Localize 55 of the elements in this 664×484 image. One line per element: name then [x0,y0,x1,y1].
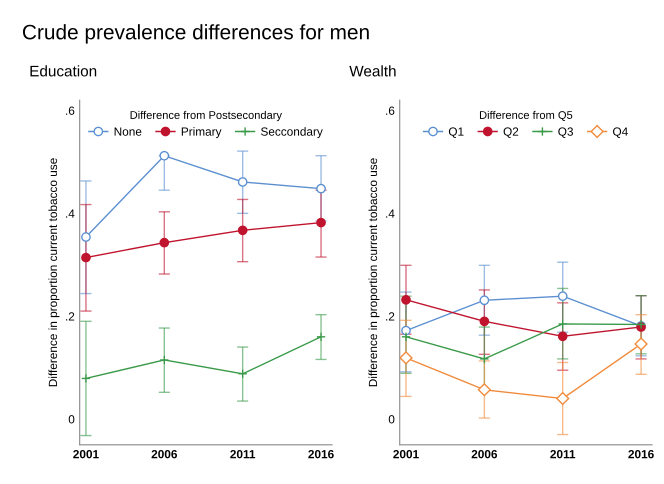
x-tick-label: 2006 [152,450,178,458]
point [81,232,91,242]
x-tick-label: 2011 [230,450,256,458]
x-tick-label: 2006 [472,450,498,458]
point [400,351,413,364]
point [316,332,326,342]
legend-label: Primary [182,127,222,138]
point [159,150,170,161]
y-tick-label: .4 [66,210,74,218]
legend-label: Q4 [613,127,628,138]
y-tick-label: .4 [386,210,395,218]
point [401,294,411,305]
point [558,331,568,342]
y-tick-label: .2 [386,312,394,320]
point [401,332,411,342]
point [238,368,248,379]
legend-label: Q3 [558,127,573,138]
point [479,316,490,326]
point [81,252,91,262]
legend-title: Difference from Q5 [480,110,572,121]
point [238,225,248,236]
point [634,337,648,351]
point [479,295,490,306]
point [159,238,170,248]
text: Crude prevalence differences for men [22,24,369,44]
point [81,374,91,384]
y-tick-label: .6 [386,106,394,115]
y-tick-label: 0 [68,415,74,424]
point [316,218,326,228]
point [316,184,326,194]
x-tick-label: 2001 [393,450,419,458]
point [159,355,170,365]
point [558,319,568,329]
point [238,177,248,187]
point [401,326,411,336]
legend-label: Q1 [448,127,464,138]
chart-title: Education [30,65,96,76]
y-tick-label: 0 [388,415,394,424]
x-tick-label: 2011 [550,450,576,458]
legend-label: None [114,128,142,136]
legend-label: Q2 [504,127,518,138]
y-tick-label: .6 [66,106,74,115]
y-tick-label: .2 [66,312,74,320]
y-axis-title: Difference in proportion current tobacco use [368,158,380,386]
x-tick-label: 2016 [628,450,654,458]
y-axis-title: Difference in proportion current tobacco use [48,158,60,386]
point [478,383,491,396]
legend-label: Seccondary [261,127,323,138]
point [556,392,570,406]
point [558,291,568,302]
chart-title: Wealth [349,65,396,76]
legend-title: Difference from Postsecondary [130,110,282,122]
x-tick-label: 2001 [73,450,99,458]
point [479,354,490,364]
x-tick-label: 2016 [308,450,334,458]
